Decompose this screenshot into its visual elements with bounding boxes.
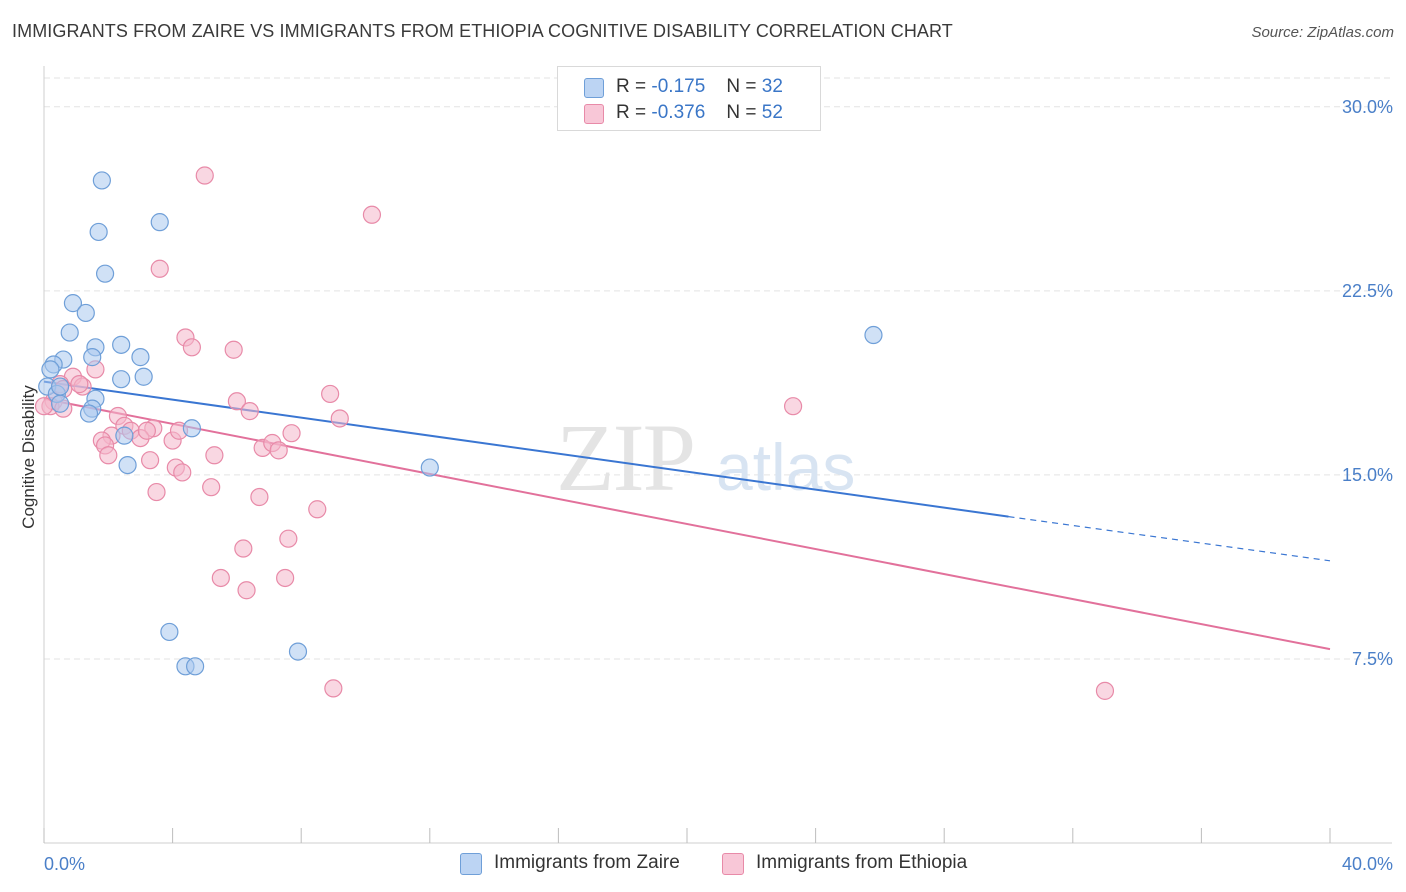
point-zaire <box>93 172 110 189</box>
x-tick-label: 0.0% <box>44 854 85 874</box>
point-ethiopia <box>241 403 258 420</box>
point-ethiopia <box>151 260 168 277</box>
bottom-legend-swatch-ethiopia <box>722 853 744 875</box>
point-zaire <box>81 405 98 422</box>
bottom-legend-swatch-zaire <box>460 853 482 875</box>
point-ethiopia <box>309 501 326 518</box>
point-ethiopia <box>331 410 348 427</box>
y-tick-label: 15.0% <box>1342 465 1393 485</box>
point-zaire <box>77 304 94 321</box>
point-zaire <box>116 427 133 444</box>
legend-text-zaire: R = -0.175 N = 32 <box>616 76 783 98</box>
point-zaire <box>113 371 130 388</box>
point-zaire <box>865 327 882 344</box>
point-ethiopia <box>100 447 117 464</box>
point-ethiopia <box>280 530 297 547</box>
point-ethiopia <box>235 540 252 557</box>
point-ethiopia <box>212 569 229 586</box>
point-zaire <box>187 658 204 675</box>
point-zaire <box>84 349 101 366</box>
n-value: 52 <box>762 102 783 123</box>
r-value: -0.376 <box>651 102 705 123</box>
y-tick-label: 7.5% <box>1352 649 1393 669</box>
point-ethiopia <box>183 339 200 356</box>
point-zaire <box>119 457 136 474</box>
watermark: ZIP atlas <box>556 404 855 511</box>
y-axis-label: Cognitive Disability <box>19 385 38 529</box>
r-label: R = <box>616 102 646 123</box>
point-zaire <box>42 361 59 378</box>
stats-legend: R = -0.175 N = 32 R = -0.376 N = 52 <box>557 66 821 131</box>
point-zaire <box>132 349 149 366</box>
point-zaire <box>183 420 200 437</box>
point-zaire <box>97 265 114 282</box>
point-zaire <box>113 336 130 353</box>
point-ethiopia <box>138 422 155 439</box>
point-ethiopia <box>148 484 165 501</box>
point-ethiopia <box>174 464 191 481</box>
trend-line-zaire <box>44 382 1009 517</box>
point-ethiopia <box>206 447 223 464</box>
n-label: N = <box>726 102 756 123</box>
y-tick-label: 30.0% <box>1342 97 1393 117</box>
point-zaire <box>90 223 107 240</box>
legend-swatch-ethiopia <box>584 104 604 124</box>
point-ethiopia <box>196 167 213 184</box>
point-ethiopia <box>785 398 802 415</box>
point-zaire <box>61 324 78 341</box>
scatter-chart: ZIP atlas 7.5% 15.0% 22.5% 30.0% 0.0% 40.0% C… <box>0 0 1406 892</box>
point-zaire <box>289 643 306 660</box>
point-ethiopia <box>225 341 242 358</box>
point-ethiopia <box>325 680 342 697</box>
point-ethiopia <box>203 479 220 496</box>
r-value: -0.175 <box>651 76 705 97</box>
point-ethiopia <box>238 582 255 599</box>
legend-swatch-zaire <box>584 78 604 98</box>
trend-line-zaire-extension <box>1009 517 1331 561</box>
y-tick-label: 22.5% <box>1342 281 1393 301</box>
r-label: R = <box>616 76 646 97</box>
point-ethiopia <box>251 488 268 505</box>
point-ethiopia <box>363 206 380 223</box>
bottom-legend-label-ethiopia: Immigrants from Ethiopia <box>756 852 967 874</box>
grid-layer <box>44 78 1392 659</box>
point-ethiopia <box>36 398 53 415</box>
legend-text-ethiopia: R = -0.376 N = 52 <box>616 102 783 124</box>
watermark-zip: ZIP <box>556 404 694 511</box>
n-label: N = <box>726 76 756 97</box>
point-zaire <box>151 214 168 231</box>
point-ethiopia <box>277 569 294 586</box>
point-zaire <box>135 368 152 385</box>
point-ethiopia <box>322 385 339 402</box>
point-zaire <box>421 459 438 476</box>
point-ethiopia <box>270 442 287 459</box>
point-ethiopia <box>283 425 300 442</box>
point-ethiopia <box>1096 682 1113 699</box>
x-tick-label: 40.0% <box>1342 854 1393 874</box>
point-zaire <box>161 623 178 640</box>
point-ethiopia <box>71 376 88 393</box>
point-ethiopia <box>142 452 159 469</box>
point-zaire <box>52 395 69 412</box>
bottom-legend-label-zaire: Immigrants from Zaire <box>494 852 680 874</box>
n-value: 32 <box>762 76 783 97</box>
point-zaire <box>52 378 69 395</box>
